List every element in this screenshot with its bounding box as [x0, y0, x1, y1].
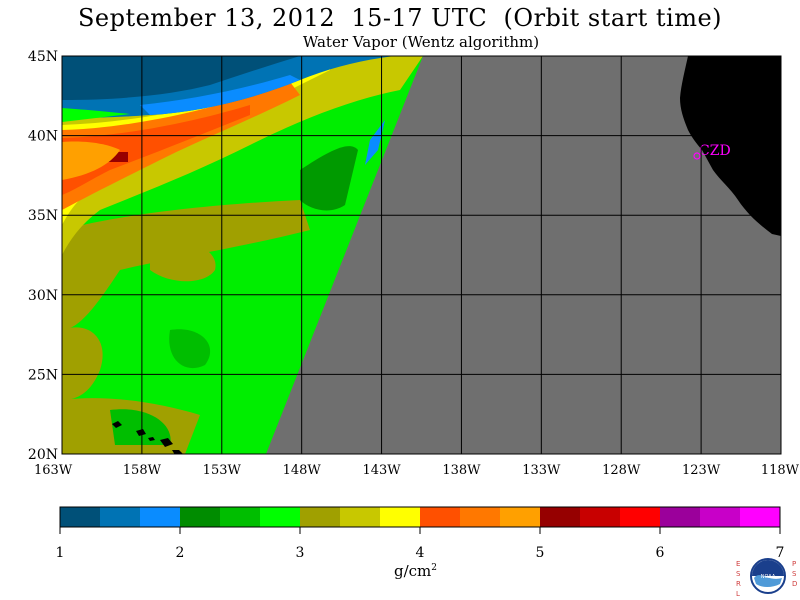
colorbar-swatch — [340, 507, 381, 527]
colorbar-swatch — [420, 507, 461, 527]
colorbar-swatch — [100, 507, 141, 527]
lon-label: 153W — [203, 463, 242, 478]
logo-letter-r: R — [736, 580, 741, 588]
colorbar-swatch — [700, 507, 741, 527]
colorbar-tick-labels: 1 2 3 4 5 6 7 — [56, 545, 785, 561]
logo-letter-e: E — [736, 560, 740, 568]
lon-label: 163W — [34, 463, 73, 478]
colorbar-tick-label: 2 — [176, 545, 185, 561]
noaa-esrl-psd-logo: E S R L NOAA P S D — [736, 558, 797, 598]
lat-label: 30N — [28, 288, 58, 304]
lat-label: 40N — [28, 129, 58, 145]
lon-label: 148W — [283, 463, 322, 478]
logo-letter-p: P — [792, 560, 796, 568]
map-subtitle: Water Vapor (Wentz algorithm) — [302, 33, 540, 51]
colorbar-swatch — [540, 507, 581, 527]
colorbar — [59, 506, 781, 534]
colorbar-tick-label: 7 — [776, 545, 785, 561]
logo-letter-d: D — [792, 580, 797, 588]
colorbar-swatch — [740, 507, 781, 527]
colorbar-swatch — [460, 507, 501, 527]
colorbar-swatch — [660, 507, 701, 527]
colorbar-tick-label: 3 — [296, 545, 305, 561]
lon-label: 133W — [522, 463, 561, 478]
colorbar-swatch — [60, 507, 101, 527]
lat-label: 20N — [28, 447, 58, 463]
colorbar-tick-label: 5 — [536, 545, 545, 561]
logo-letter-s2: S — [792, 570, 797, 578]
graticule — [62, 56, 781, 454]
map-frame — [61, 55, 782, 455]
colorbar-swatch — [220, 507, 261, 527]
station-label-czd: CZD — [699, 143, 731, 159]
latitude-labels: 45N 40N 35N 30N 25N 20N — [28, 49, 58, 463]
colorbar-swatch — [140, 507, 181, 527]
colorbar-swatch — [380, 507, 421, 527]
colorbar-swatch — [300, 507, 341, 527]
colorbar-tick-label: 1 — [56, 545, 65, 561]
lon-label: 143W — [362, 463, 401, 478]
lon-label: 123W — [682, 463, 721, 478]
lat-label: 25N — [28, 367, 58, 383]
map-title: September 13, 2012 15-17 UTC (Orbit star… — [77, 4, 723, 32]
colorbar-tick-label: 6 — [656, 545, 665, 561]
colorbar-swatch — [180, 507, 221, 527]
logo-letter-s: S — [736, 570, 741, 578]
map-field — [62, 56, 781, 454]
lat-label: 35N — [28, 208, 58, 224]
colorbar-swatch — [620, 507, 661, 527]
colorbar-swatch — [500, 507, 541, 527]
colorbar-units: g/cm2 — [394, 562, 438, 580]
hawaii-islands — [112, 421, 183, 454]
colorbar-tick-label: 4 — [416, 545, 425, 561]
lon-label: 138W — [442, 463, 481, 478]
colorbar-swatch — [580, 507, 621, 527]
colorbar-swatch — [260, 507, 301, 527]
lat-label: 45N — [28, 49, 58, 65]
lon-label: 158W — [123, 463, 162, 478]
lon-label: 118W — [761, 463, 800, 478]
longitude-labels: 163W 158W 153W 148W 143W 138W 133W 128W 123W 118W — [34, 463, 800, 478]
lon-label: 128W — [602, 463, 641, 478]
logo-center-text: NOAA — [761, 574, 776, 580]
north-america-land — [680, 56, 781, 236]
logo-letter-l: L — [736, 590, 740, 598]
station-marker — [693, 152, 701, 160]
